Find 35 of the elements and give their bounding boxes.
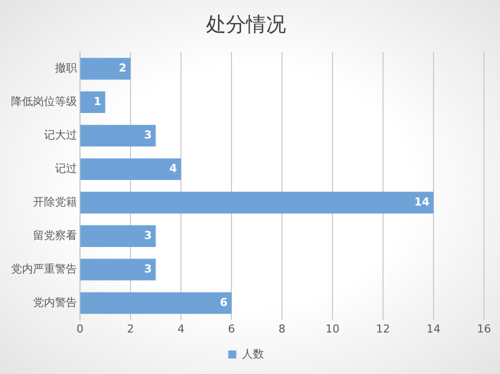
y-tick-label: 党内严重警告	[11, 262, 77, 276]
y-tick-label: 降低岗位等级	[11, 95, 77, 108]
y-tick-label: 党内警告	[33, 296, 77, 309]
data-label: 2	[118, 62, 126, 75]
chart-title: 处分情况	[206, 12, 286, 36]
bar	[80, 124, 156, 147]
x-tick-label: 10	[326, 322, 340, 336]
y-tick-label: 记过	[55, 162, 77, 176]
bar	[80, 91, 106, 114]
y-tick-label: 留党察看	[33, 228, 77, 242]
data-label: 1	[94, 95, 102, 108]
x-tick-label: 8	[278, 322, 286, 336]
y-tick-label: 记大过	[44, 128, 77, 142]
data-label: 3	[144, 128, 152, 142]
data-label: 3	[144, 228, 152, 242]
bar	[80, 192, 434, 214]
legend-label: 人数	[242, 347, 264, 360]
y-tick-label: 撤职	[55, 62, 77, 75]
bar	[80, 225, 156, 247]
data-label: 6	[220, 296, 228, 309]
x-tick-label: 0	[76, 322, 84, 336]
bar	[80, 158, 181, 180]
x-tick-label: 4	[178, 322, 184, 336]
bar	[80, 292, 232, 314]
x-tick-label: 14	[426, 322, 440, 336]
y-tick-label: 开除党籍	[33, 195, 77, 208]
data-label: 4	[169, 162, 178, 176]
data-label: 3	[144, 262, 152, 276]
x-tick-label: 16	[477, 322, 491, 336]
x-tick-label: 2	[127, 322, 134, 336]
x-tick-label: 6	[228, 322, 235, 336]
bar	[80, 258, 156, 280]
data-label: 14	[414, 195, 430, 208]
x-tick-label: 12	[376, 322, 390, 336]
bar	[80, 58, 130, 80]
